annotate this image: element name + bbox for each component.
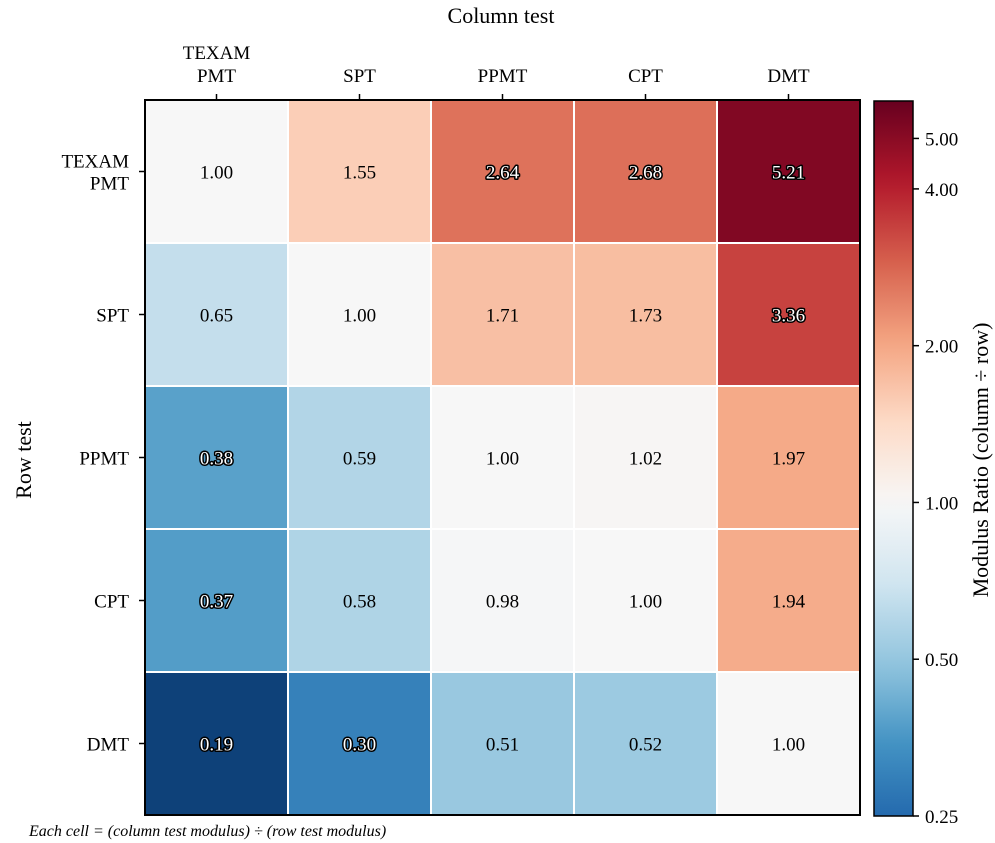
heatmap-cell bbox=[431, 386, 574, 529]
colorbar bbox=[873, 100, 914, 817]
cell-value-label: 0.51 bbox=[486, 735, 519, 756]
heatmap-cell bbox=[288, 386, 431, 529]
cell-value-label: 0.58 bbox=[343, 592, 376, 613]
heatmap-cell bbox=[288, 672, 431, 815]
heatmap-cell bbox=[145, 672, 288, 815]
heatmap-cell bbox=[574, 386, 717, 529]
cell-value-label: 1.97 bbox=[772, 449, 805, 470]
y-tick-label: CPT bbox=[94, 592, 129, 613]
heatmap-cell bbox=[288, 243, 431, 386]
heatmap-cell bbox=[717, 386, 860, 529]
cell-value-label: 2.68 bbox=[629, 163, 662, 184]
x-axis-ticks: TEXAM PMT SPT PPMT CPT DMT bbox=[183, 43, 810, 100]
heatmap-cell bbox=[717, 529, 860, 672]
heatmap-cells bbox=[145, 100, 860, 815]
cell-value-label: 0.19 bbox=[200, 735, 233, 756]
colorbar-tick-label: 0.50 bbox=[925, 650, 958, 671]
heatmap-cell bbox=[574, 529, 717, 672]
cell-value-label: 0.65 bbox=[200, 306, 233, 327]
cell-value-labels: 1.00 1.55 2.64 2.68 5.21 0.65 1.00 1.71 1.73 3.36… bbox=[198, 161, 806, 757]
cell-value-label: 0.37 bbox=[200, 592, 233, 613]
heatmap-cell bbox=[145, 243, 288, 386]
y-tick-label: DMT bbox=[87, 735, 130, 756]
heatmap-cell bbox=[431, 529, 574, 672]
x-tick-label: SPT bbox=[343, 66, 376, 87]
colorbar-tick-label: 0.25 bbox=[925, 807, 958, 828]
y-tick-label: TEXAM PMT bbox=[61, 152, 129, 195]
x-tick-label: TEXAM PMT bbox=[183, 43, 251, 87]
cell-value-label: 3.36 bbox=[772, 306, 805, 327]
colorbar-tick-label: 4.00 bbox=[925, 180, 958, 201]
heatmap-cell bbox=[145, 386, 288, 529]
cell-value-label: 1.02 bbox=[629, 449, 662, 470]
colorbar-tick-label: 2.00 bbox=[925, 337, 958, 358]
heatmap-cell bbox=[717, 672, 860, 815]
colorbar-ticks: 0.25 0.50 1.00 2.00 4.00 5.00 bbox=[913, 129, 958, 828]
heatmap-cell bbox=[717, 100, 860, 243]
cell-value-label: 5.21 bbox=[772, 163, 805, 184]
heatmap-cell bbox=[145, 529, 288, 672]
cell-value-label: 1.00 bbox=[486, 449, 519, 470]
y-tick-label: SPT bbox=[96, 306, 129, 327]
cell-value-label: 2.64 bbox=[486, 163, 520, 184]
y-axis-ticks: TEXAM PMT SPT PPMT CPT DMT bbox=[61, 152, 145, 756]
colorbar-tick-label: 5.00 bbox=[925, 129, 958, 150]
heatmap-cell bbox=[145, 100, 288, 243]
cell-gridlines bbox=[145, 100, 860, 815]
heatmap-cell bbox=[717, 243, 860, 386]
cell-value-label: 1.00 bbox=[772, 735, 805, 756]
cell-value-label: 0.38 bbox=[200, 449, 233, 470]
cell-value-label: 1.00 bbox=[200, 163, 233, 184]
x-tick-label: CPT bbox=[628, 66, 663, 87]
y-tick-label: PPMT bbox=[79, 449, 129, 470]
x-axis-title: Column test bbox=[448, 3, 555, 28]
cell-value-label: 1.94 bbox=[772, 592, 806, 613]
footnote: Each cell = (column test modulus) ÷ (row… bbox=[28, 823, 386, 840]
heatmap-cell bbox=[574, 672, 717, 815]
x-tick-label: PPMT bbox=[478, 66, 528, 87]
heatmap-cell bbox=[431, 100, 574, 243]
y-axis-title: Row test bbox=[11, 421, 36, 499]
heatmap-cell bbox=[431, 243, 574, 386]
cell-value-label: 0.59 bbox=[343, 449, 376, 470]
cell-value-label: 0.98 bbox=[486, 592, 519, 613]
cell-value-label: 0.30 bbox=[343, 735, 376, 756]
heatmap-cell bbox=[574, 243, 717, 386]
cell-value-label: 1.00 bbox=[343, 306, 376, 327]
cell-value-label: 1.73 bbox=[629, 306, 662, 327]
colorbar-tick-label: 1.00 bbox=[925, 493, 958, 514]
cell-value-label: 1.55 bbox=[343, 163, 376, 184]
heatmap-cell bbox=[574, 100, 717, 243]
heatmap-cell bbox=[431, 672, 574, 815]
x-tick-label: DMT bbox=[767, 66, 810, 87]
heatmap-cell bbox=[288, 529, 431, 672]
cell-value-label: 1.71 bbox=[486, 306, 519, 327]
cell-value-label: 1.00 bbox=[629, 592, 662, 613]
heatmap-cell bbox=[288, 100, 431, 243]
cell-value-label: 0.52 bbox=[629, 735, 662, 756]
colorbar-title: Modulus Ratio (column ÷ row) bbox=[968, 323, 993, 598]
